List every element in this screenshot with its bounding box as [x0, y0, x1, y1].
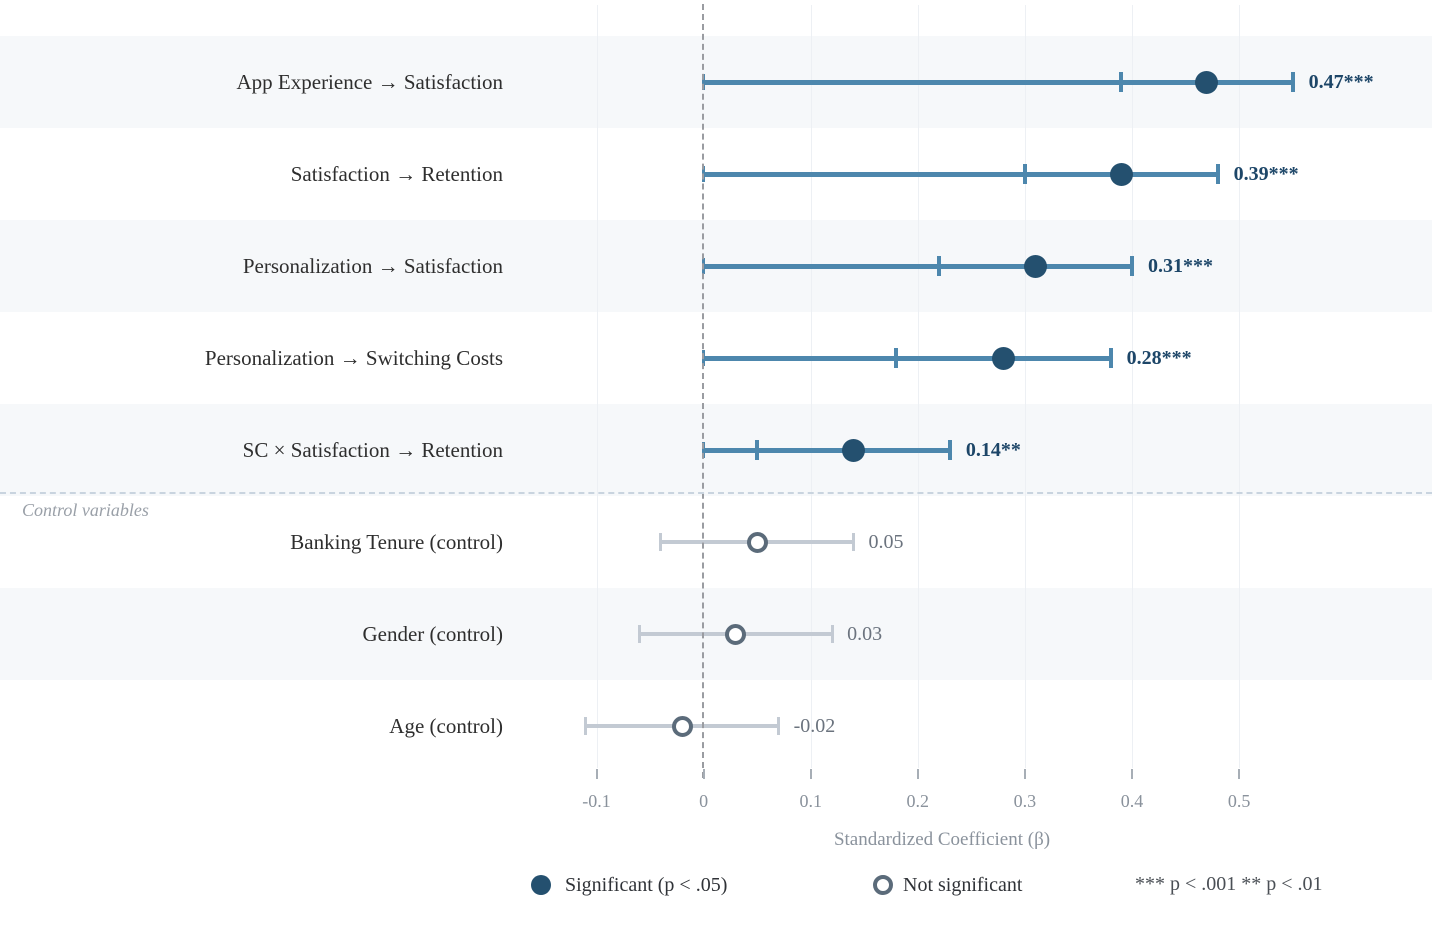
axis-tick-label: 0.4 — [1120, 791, 1144, 811]
ci-upper-cap — [1108, 348, 1113, 368]
axis-tick-label: 0.1 — [799, 791, 822, 811]
axis-tick — [809, 769, 812, 779]
axis-tick — [1023, 769, 1026, 779]
coefficient-value: 0.31*** — [1148, 255, 1213, 277]
significant-marker-icon — [531, 875, 551, 895]
zero-reference-line — [702, 4, 705, 778]
error-bar-line — [703, 447, 950, 453]
ci-upper-cap — [1290, 72, 1295, 92]
row-label: Age (control) — [389, 714, 503, 738]
ci-upper-cap — [777, 717, 781, 735]
coefficient-value: 0.03 — [847, 623, 883, 645]
coefficient-value: 0.39*** — [1233, 163, 1299, 185]
legend-item-not-significant: Not significant — [873, 870, 1022, 900]
axis-tick — [1131, 769, 1133, 779]
x-axis-title: Standardized Coefficient (β) — [833, 829, 1051, 850]
row-label: Satisfaction → Retention — [290, 162, 503, 186]
row-label: SC × Satisfaction → Retention — [242, 438, 503, 462]
estimate-dot — [991, 346, 1015, 370]
estimate-dot — [1024, 254, 1048, 278]
axis-tick-label: 0.2 — [906, 791, 930, 811]
error-bar-line — [703, 263, 1132, 269]
axis-tick — [595, 769, 598, 779]
legend-significant-label: Significant (p < .05) — [565, 873, 728, 896]
coefficient-value: 0.47*** — [1308, 71, 1374, 93]
axis-tick-label: -0.1 — [582, 791, 611, 811]
axis-tick-label: 0 — [699, 791, 709, 811]
gridline — [1132, 5, 1133, 768]
ci-lower-cap — [659, 533, 663, 551]
ci-upper-cap — [1215, 164, 1220, 184]
gridline — [1024, 5, 1026, 768]
axis-tick — [702, 769, 705, 779]
estimate-ring — [746, 531, 768, 553]
ci-lower-cap — [937, 256, 942, 276]
gridline — [1239, 5, 1241, 768]
axis-tick — [916, 769, 919, 779]
axis-tick-label: 0.5 — [1227, 791, 1251, 811]
axis-tick-label: 0.3 — [1013, 791, 1037, 811]
coefficient-value: -0.02 — [793, 715, 836, 737]
ci-lower-cap — [637, 625, 641, 643]
estimate-dot — [1109, 162, 1133, 186]
ci-lower-cap — [755, 440, 760, 460]
row-label: Personalization → Switching Costs — [204, 346, 503, 370]
ci-upper-cap — [852, 533, 856, 551]
ci-upper-cap — [947, 440, 952, 460]
error-bar-line — [703, 171, 1218, 177]
ci-lower-cap — [1022, 164, 1027, 184]
estimate-dot — [1195, 70, 1219, 94]
coefficient-value: 0.14** — [965, 439, 1021, 461]
legend-not-significant-label: Not significant — [903, 873, 1023, 896]
legend-item-significant: Significant (p < .05) — [531, 870, 727, 900]
error-bar-line — [703, 355, 1111, 361]
estimate-ring — [725, 623, 747, 645]
estimate-ring — [671, 715, 693, 737]
gridline — [917, 5, 919, 768]
ci-upper-cap — [1130, 256, 1134, 276]
gridline — [810, 5, 812, 768]
axis-tick — [1238, 769, 1241, 779]
control-variables-label: Control variables — [22, 500, 149, 520]
row-label: Gender (control) — [362, 622, 503, 646]
ci-upper-cap — [830, 625, 834, 643]
estimate-dot — [842, 438, 866, 462]
ci-lower-cap — [584, 717, 588, 735]
legend: Significant (p < .05) Not significant — [0, 870, 1432, 900]
gridline — [596, 5, 598, 768]
control-section-separator — [0, 492, 1432, 494]
not-significant-marker-icon — [873, 875, 893, 895]
coefficient-value: 0.05 — [868, 531, 904, 553]
error-bar-line — [703, 79, 1293, 85]
significance-note: *** p < .001 ** p < .01 — [1135, 873, 1323, 895]
ci-lower-cap — [894, 348, 899, 368]
coefficient-value: 0.28*** — [1126, 347, 1192, 369]
row-label: App Experience → Satisfaction — [236, 70, 504, 94]
ci-lower-cap — [1119, 72, 1124, 92]
row-label: Banking Tenure (control) — [290, 530, 503, 554]
row-label: Personalization → Satisfaction — [242, 254, 503, 278]
